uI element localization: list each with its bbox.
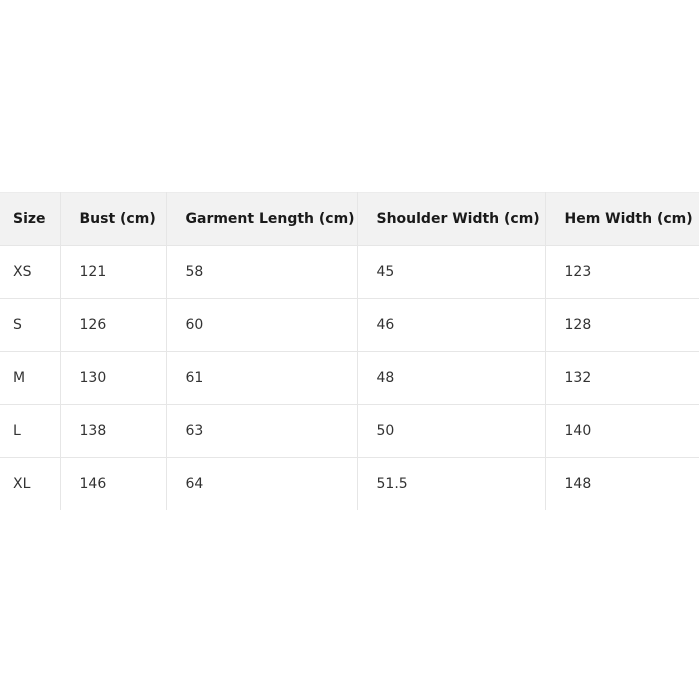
cell-size: S: [0, 298, 61, 352]
cell-size: XL: [0, 457, 61, 510]
cell-hem-width: 148: [564, 476, 592, 492]
size-chart-table: Size Bust (cm) Garment Length (cm) Shoul…: [0, 192, 699, 510]
cell-garment-length: 61: [166, 351, 358, 405]
table-row: M 130 61 48 132: [0, 351, 699, 405]
cell-bust: 138: [60, 404, 167, 458]
cell-bust: 121: [60, 245, 167, 299]
cell-bust: 126: [60, 298, 167, 352]
cell-garment-length: 64: [166, 457, 358, 510]
cell-garment-length: 63: [166, 404, 358, 458]
cell-bust: 146: [60, 457, 167, 510]
table-row: S 126 60 46 128: [0, 298, 699, 352]
cell-hem-width: 123: [545, 245, 699, 299]
cell-hem-width: 132: [545, 351, 699, 405]
header-size: Size: [0, 192, 61, 246]
cell-shoulder-width: 45: [357, 245, 546, 299]
cell-shoulder-width: 50: [357, 404, 546, 458]
cell-hem-width: 128: [545, 298, 699, 352]
cell-size: L: [0, 404, 61, 458]
header-garment-length: Garment Length (cm): [166, 192, 358, 246]
cell-bust: 130: [60, 351, 167, 405]
header-row: Size Bust (cm) Garment Length (cm) Shoul…: [0, 192, 699, 246]
cell-hem-width: 140: [545, 404, 699, 458]
table-row: XL 146 64 51.5 148: [0, 457, 699, 510]
header-bust: Bust (cm): [60, 192, 167, 246]
cell-size: XS: [0, 245, 61, 299]
cell-shoulder-width: 51.5: [357, 457, 546, 510]
header-hem-width: Hem Width (cm): [545, 192, 699, 246]
table-row: L 138 63 50 140: [0, 404, 699, 458]
header-shoulder-width: Shoulder Width (cm): [357, 192, 546, 246]
cell-shoulder-width: 48: [357, 351, 546, 405]
table-row: XS 121 58 45 123: [0, 245, 699, 299]
cell-garment-length: 58: [166, 245, 358, 299]
cell-shoulder-width: 46: [357, 298, 546, 352]
cell-garment-length: 60: [166, 298, 358, 352]
cell-size: M: [0, 351, 61, 405]
